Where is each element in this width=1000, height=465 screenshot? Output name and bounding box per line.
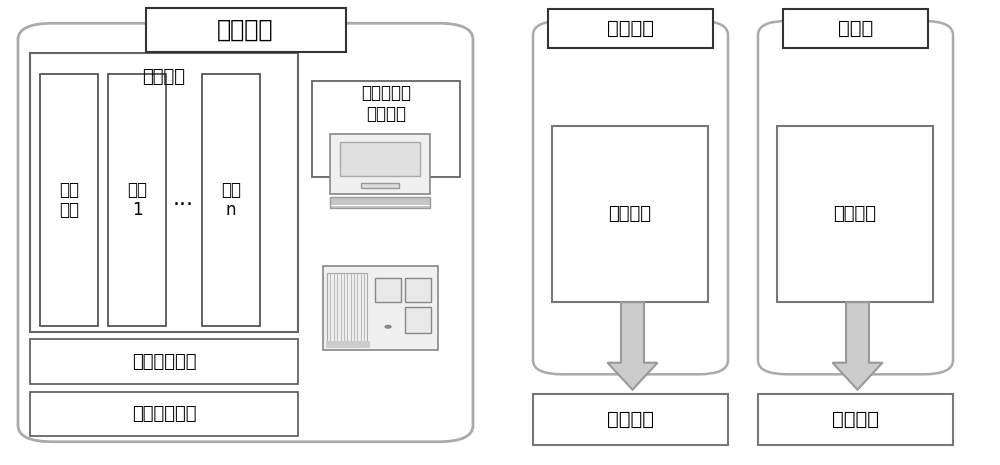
Bar	[40, 74, 98, 326]
Bar	[322, 266, 438, 350]
Bar	[30, 392, 298, 436]
Bar	[330, 134, 430, 194]
Text: 抽象设备: 抽象设备	[834, 205, 876, 223]
Text: ···: ···	[173, 194, 194, 215]
Text: 基本
接口: 基本 接口	[59, 180, 79, 219]
Bar	[405, 306, 431, 333]
Bar	[533, 394, 728, 445]
Bar	[783, 9, 928, 47]
Bar	[108, 74, 166, 326]
Bar	[202, 74, 260, 326]
Bar	[146, 8, 346, 52]
Text: 设备原值: 设备原值	[607, 411, 654, 429]
Bar	[30, 339, 298, 384]
Text: 物理通信接口: 物理通信接口	[132, 405, 196, 423]
Bar	[361, 183, 399, 188]
Polygon shape	[832, 302, 883, 390]
FancyBboxPatch shape	[18, 23, 473, 442]
Text: 服务器: 服务器	[838, 19, 873, 38]
Bar	[375, 278, 401, 302]
Text: 抽象设备: 抽象设备	[143, 68, 186, 86]
Text: 物理设备: 物理设备	[217, 18, 274, 42]
FancyBboxPatch shape	[533, 21, 728, 374]
Bar	[330, 197, 430, 208]
Bar	[777, 126, 933, 302]
Bar	[312, 81, 460, 177]
FancyBboxPatch shape	[758, 21, 953, 374]
Text: 物理设备: 物理设备	[607, 19, 654, 38]
Text: 接口
n: 接口 n	[221, 180, 241, 219]
Text: 抽象设备: 抽象设备	[608, 205, 652, 223]
Text: 统一传输协议: 统一传输协议	[132, 352, 196, 371]
Bar	[548, 9, 713, 47]
Bar	[340, 142, 420, 176]
Bar	[405, 278, 431, 302]
Bar	[327, 273, 367, 344]
Text: 接口
1: 接口 1	[127, 180, 147, 219]
Circle shape	[385, 326, 391, 328]
Bar	[552, 126, 708, 302]
Text: 设备副本: 设备副本	[832, 411, 879, 429]
Bar	[30, 53, 298, 332]
Polygon shape	[607, 302, 658, 390]
Text: 设备功能的
物理实现: 设备功能的 物理实现	[361, 84, 411, 123]
Bar	[758, 394, 953, 445]
